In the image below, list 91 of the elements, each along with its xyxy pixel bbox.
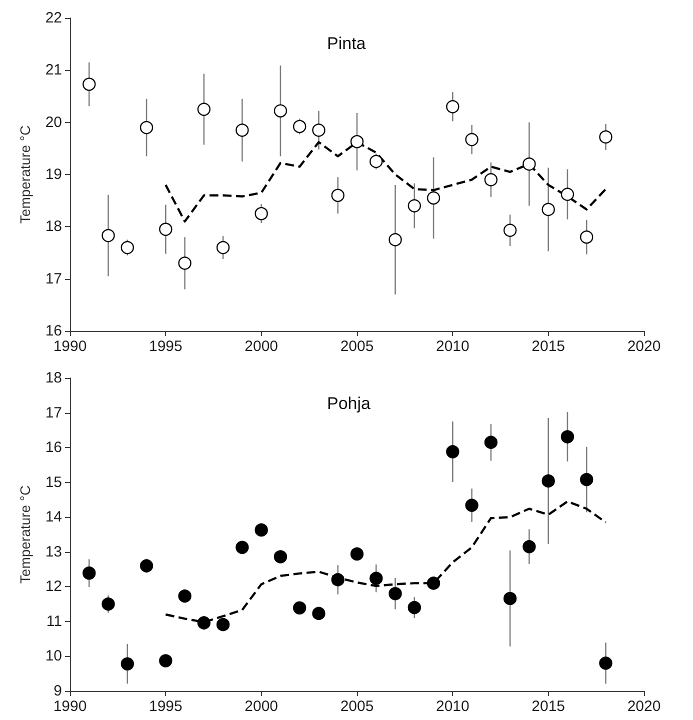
y-tick-label: 19 xyxy=(45,166,62,183)
point xyxy=(426,576,440,590)
point xyxy=(236,124,249,137)
point xyxy=(82,78,96,91)
y-tick-label: 12 xyxy=(45,578,62,596)
point xyxy=(484,173,498,186)
point xyxy=(408,199,421,212)
point xyxy=(350,547,364,561)
y-tick-label: 17 xyxy=(45,270,62,288)
point xyxy=(446,100,460,114)
point xyxy=(140,120,154,134)
point xyxy=(542,474,555,488)
x-tick-label: 2010 xyxy=(436,698,470,715)
point xyxy=(120,657,134,670)
point xyxy=(178,589,192,603)
y-tick-label: 16 xyxy=(45,439,62,456)
point xyxy=(178,256,192,270)
point xyxy=(522,157,536,171)
point xyxy=(216,618,230,632)
point xyxy=(254,523,268,537)
point xyxy=(197,616,211,630)
x-tick-label: 2000 xyxy=(244,338,278,355)
y-tick-label: 14 xyxy=(45,508,62,526)
point xyxy=(312,606,326,620)
x-tick-label: 1990 xyxy=(53,698,87,715)
point xyxy=(102,597,115,611)
y-tick-label: 11 xyxy=(46,612,62,630)
point xyxy=(216,240,230,254)
y-axis-title: Temperature °C xyxy=(17,125,33,224)
text: Pinta xyxy=(327,34,366,53)
point xyxy=(542,202,555,216)
point xyxy=(331,573,344,586)
y-tick-label: 18 xyxy=(45,218,62,236)
point xyxy=(350,135,364,148)
point xyxy=(560,430,574,444)
y-tick-label: 20 xyxy=(45,114,62,131)
y-tick-label: 16 xyxy=(45,322,62,340)
y-tick-label: 21 xyxy=(45,62,62,79)
point xyxy=(293,601,306,614)
point xyxy=(159,654,172,668)
point xyxy=(82,566,96,580)
point xyxy=(312,124,326,137)
point xyxy=(274,550,288,564)
point xyxy=(465,132,478,146)
point xyxy=(388,587,402,600)
point xyxy=(503,592,517,606)
y-tick-label: 17 xyxy=(45,404,62,422)
x-tick-label: 2020 xyxy=(627,338,661,355)
point xyxy=(120,240,134,254)
y-tick-label: 9 xyxy=(54,682,62,700)
x-tick-label: 2020 xyxy=(627,698,661,715)
point xyxy=(274,104,288,118)
point xyxy=(331,188,344,202)
point xyxy=(140,559,154,572)
x-tick-label: 2010 xyxy=(436,338,470,355)
point xyxy=(388,233,402,246)
y-axis-title: Temperature °C xyxy=(17,485,33,584)
x-tick-label: 2005 xyxy=(340,698,374,715)
point xyxy=(236,540,249,554)
x-tick-label: 2005 xyxy=(340,338,374,355)
text: Pohja xyxy=(327,394,372,413)
point xyxy=(197,102,211,116)
x-tick-label: 1995 xyxy=(148,698,182,715)
y-tick-label: 18 xyxy=(45,370,62,386)
point xyxy=(522,540,536,554)
point xyxy=(159,222,172,236)
point xyxy=(408,600,421,614)
point xyxy=(484,436,498,449)
point xyxy=(426,191,440,205)
y-tick-label: 10 xyxy=(45,648,62,665)
point xyxy=(599,130,612,144)
point xyxy=(580,472,594,486)
point xyxy=(293,120,306,134)
y-tick-label: 13 xyxy=(45,543,62,560)
x-tick-label: 2000 xyxy=(244,698,278,715)
point xyxy=(560,188,574,201)
point xyxy=(370,572,383,585)
x-tick-label: 1995 xyxy=(148,338,182,355)
point xyxy=(370,154,383,168)
x-tick-label: 2015 xyxy=(532,338,566,355)
point xyxy=(599,656,612,670)
x-tick-label: 1990 xyxy=(53,338,87,355)
y-tick-label: 15 xyxy=(45,474,62,491)
point xyxy=(446,445,460,458)
point xyxy=(102,228,115,242)
y-tick-label: 22 xyxy=(45,10,62,26)
x-tick-label: 2015 xyxy=(532,698,566,715)
point xyxy=(254,207,268,220)
point xyxy=(580,230,594,244)
point xyxy=(465,498,478,512)
point xyxy=(503,224,517,237)
